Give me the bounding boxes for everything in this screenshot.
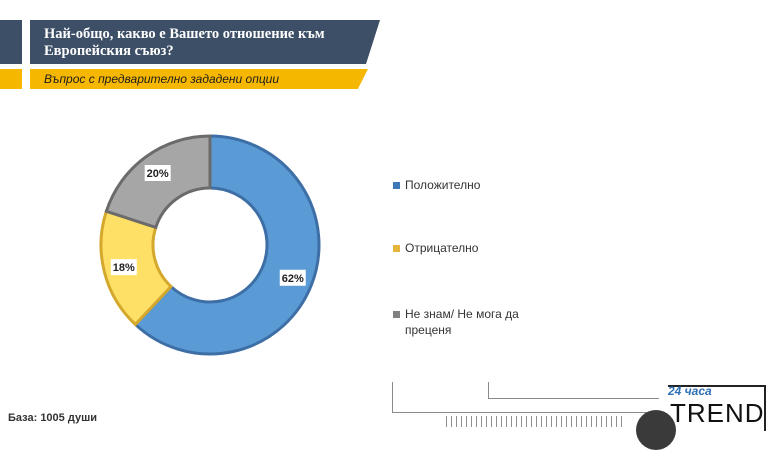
legend-label-dont-know: Не знам/ Не мога да преценя: [405, 307, 519, 337]
legend-label-negative: Отрицателно: [405, 241, 479, 255]
subtitle-banner: [30, 69, 368, 89]
legend-label-positive: Положително: [405, 178, 481, 192]
footer-decoration: [392, 382, 663, 413]
barcode-decoration: [446, 416, 626, 427]
sample-base-note: База: 1005 души: [8, 412, 98, 424]
footer-decoration-inner: [488, 382, 659, 399]
header-left-accent: [0, 20, 22, 64]
subtitle-left-accent: [0, 69, 22, 89]
data-label-dont-know: 20%: [147, 168, 169, 180]
legend-swatch-dont-know: [393, 311, 400, 318]
data-label-positive: 62%: [282, 273, 304, 285]
donut-slices: [99, 134, 321, 356]
donut-labels: 62% 18% 20%: [110, 164, 306, 286]
data-label-negative-box: [110, 259, 137, 276]
logo-frame: [668, 385, 766, 431]
donut-chart: 62% 18% 20%: [99, 134, 321, 356]
legend-item-positive: Положително: [393, 177, 555, 193]
slice-dont-know: [104, 134, 212, 230]
legend-item-negative: Отрицателно: [393, 240, 555, 256]
chart-title: Най-общо, какво е Вашето отношение към Е…: [44, 26, 325, 59]
chart-subtitle: Въпрос с предварително зададени опции: [44, 72, 280, 86]
title-banner: [30, 20, 380, 64]
slice-positive: [133, 134, 321, 356]
data-label-positive-box: [279, 269, 306, 286]
legend-swatch-positive: [393, 182, 400, 189]
data-label-dont-know-box: [144, 164, 171, 181]
data-label-negative: 18%: [113, 262, 135, 274]
legend-swatch-negative: [393, 245, 400, 252]
logo-trend: TREND: [670, 398, 765, 428]
logo-24-chasa: 24 часа: [668, 384, 712, 398]
legend-item-dont-know: Не знам/ Не мога да преценя: [393, 306, 525, 338]
